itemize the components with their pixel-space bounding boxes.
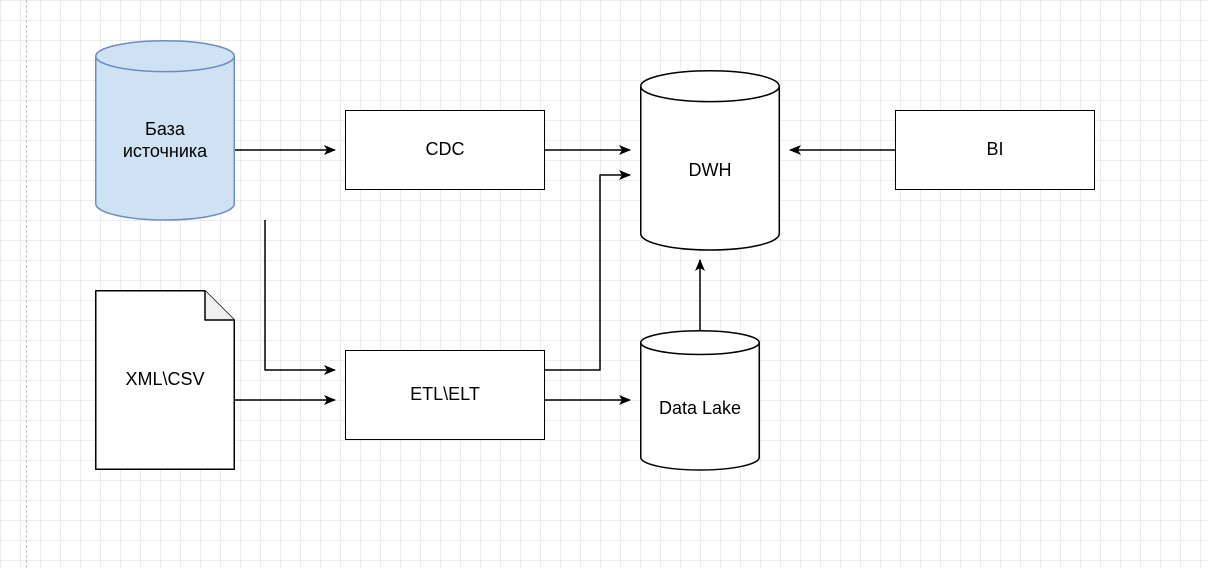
node-source-db-text: Базаисточника — [123, 119, 207, 162]
node-etl-text: ETL\ELT — [410, 384, 480, 406]
node-cdc: CDC — [345, 110, 545, 190]
node-dwh-text: DWH — [689, 160, 732, 182]
node-datalake-label: Data Lake — [640, 347, 760, 470]
node-datalake-text: Data Lake — [659, 398, 741, 420]
page-break-line — [26, 0, 27, 568]
diagram-canvas: Базаисточника CDC DWH BI XML\CSV ETL\ELT… — [0, 0, 1208, 568]
node-bi: BI — [895, 110, 1095, 190]
node-dwh-label: DWH — [640, 92, 780, 250]
node-bi-text: BI — [986, 139, 1003, 161]
node-etl: ETL\ELT — [345, 350, 545, 440]
node-source-db-label: Базаисточника — [95, 62, 235, 220]
node-xmlcsv-label: XML\CSV — [95, 290, 235, 470]
node-xmlcsv-text: XML\CSV — [125, 369, 204, 391]
node-cdc-text: CDC — [426, 139, 465, 161]
